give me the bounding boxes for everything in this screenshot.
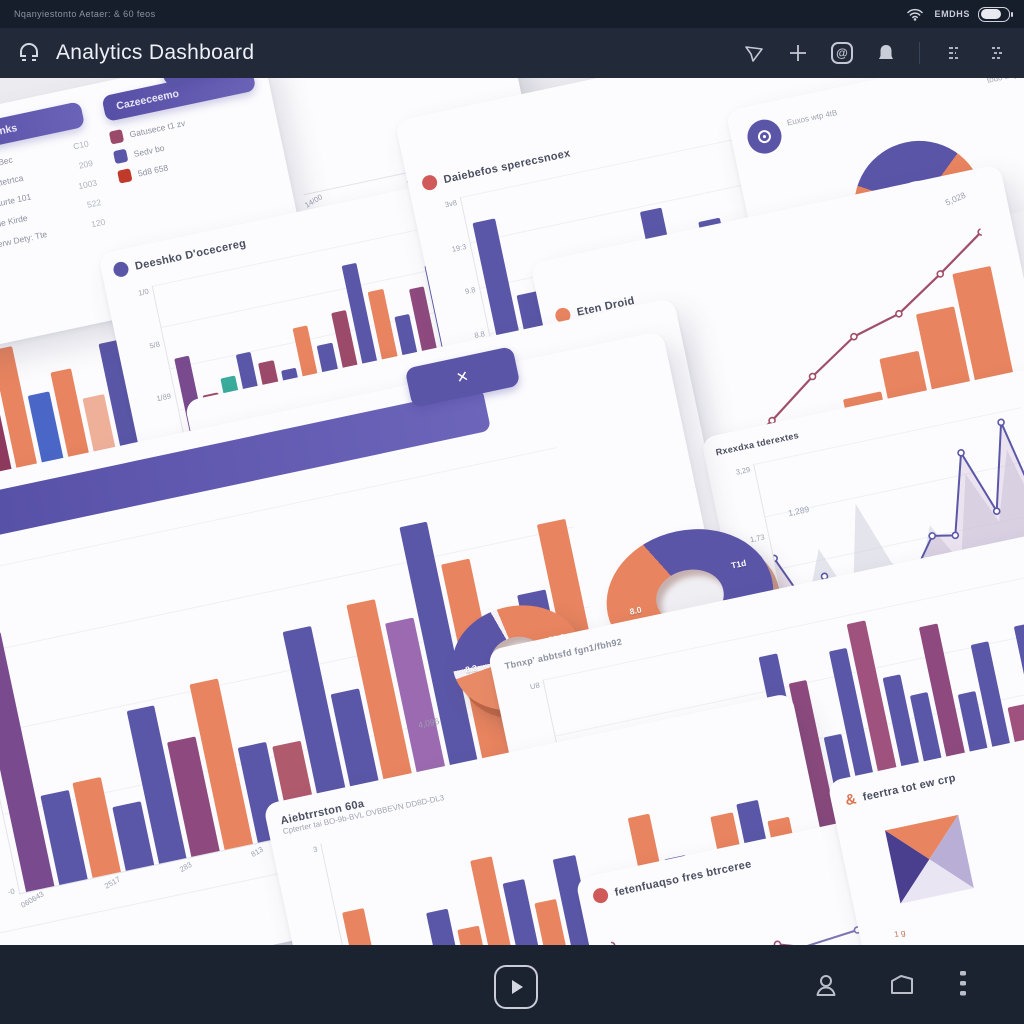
card-pinwheel: & feertra tot ew crp 1 g: [827, 723, 1024, 945]
pinwheel-chart: [884, 814, 974, 904]
chart-icon: [420, 173, 439, 192]
menu-icon[interactable]: [986, 42, 1008, 64]
status-bar: Nqanyiestonto Aetaer: & 60 feos EMDHS: [0, 0, 1024, 28]
ampersand-icon: &: [843, 790, 858, 810]
card-title: feertra tot ew crp: [861, 771, 957, 804]
network-name: EMDHS: [934, 9, 970, 19]
donut-top-right-text: todo treyereea: [986, 78, 1024, 85]
card-donut: Euxos wtp 4tB todo treyereea ttexrxte4et…: [725, 78, 1024, 454]
page-title: Analytics Dashboard: [56, 41, 255, 64]
home-icon[interactable]: [888, 971, 916, 999]
banner-label: Scetev esigezl: [0, 506, 1, 534]
bottom-bar: [0, 945, 1024, 1024]
dashboard-canvas: 14/0012/243rd 26026558-0E01323019 ✕ Galo…: [0, 78, 1024, 945]
profile-icon[interactable]: [812, 971, 840, 999]
logo-icon: [744, 116, 785, 157]
play-icon: [512, 980, 523, 994]
chart-icon: [112, 260, 130, 279]
summary-legend: Drogoyt /BecC10Dagrw Atetrtca209Detro Au…: [0, 136, 106, 257]
list-icon[interactable]: [942, 42, 964, 64]
wifi-icon: [904, 3, 926, 25]
play-button[interactable]: [494, 965, 538, 1009]
chart-icon: [591, 886, 610, 905]
status-text: Nqanyiestonto Aetaer: & 60 feos: [14, 9, 156, 19]
more-options-icon[interactable]: [958, 969, 986, 997]
mention-icon[interactable]: @: [831, 42, 853, 64]
divider: [919, 42, 920, 64]
close-icon: ✕: [454, 367, 471, 388]
notifications-icon[interactable]: [875, 42, 897, 64]
app-logo-icon[interactable]: [16, 40, 42, 66]
donut-top-left-text: Euxos wtp 4tB: [786, 108, 839, 128]
battery-icon: [978, 6, 1013, 22]
add-icon[interactable]: [787, 42, 809, 64]
send-icon[interactable]: [743, 42, 765, 64]
app-header: Analytics Dashboard @: [0, 28, 1024, 78]
annotation: 5,028: [943, 189, 967, 208]
